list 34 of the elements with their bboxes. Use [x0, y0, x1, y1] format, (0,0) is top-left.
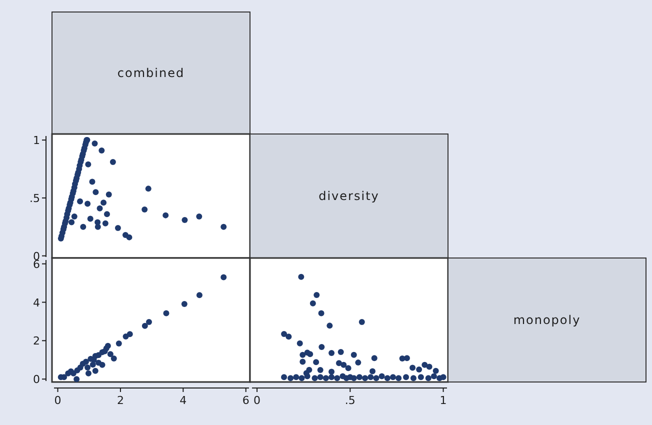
y-tick-label: 4	[33, 296, 40, 310]
point	[116, 340, 122, 347]
point	[110, 356, 117, 362]
x-tick-label: 1	[440, 394, 447, 407]
point	[103, 345, 110, 352]
text: diversity	[318, 189, 380, 203]
y-tick-label: .5	[30, 192, 40, 205]
point	[163, 310, 170, 316]
point	[196, 292, 202, 298]
point	[92, 368, 98, 374]
point	[96, 352, 102, 358]
y-tick-label: 2	[33, 334, 40, 348]
point	[107, 351, 114, 358]
point	[90, 362, 96, 368]
x-tick-label: 2	[116, 394, 124, 407]
point	[220, 274, 227, 280]
text: monopoly	[513, 313, 581, 327]
x-tick-label: 6	[242, 394, 250, 407]
y-tick-label: 0	[33, 373, 40, 386]
point	[74, 376, 80, 382]
point	[142, 322, 148, 329]
point	[96, 360, 102, 366]
point	[146, 319, 152, 326]
point	[82, 358, 89, 365]
x-tick-label: 0	[54, 394, 62, 407]
x-tick-label: .5	[344, 394, 356, 407]
point	[84, 364, 91, 371]
text: combined	[117, 66, 185, 80]
x-tick-label: 0	[254, 394, 261, 407]
point	[85, 370, 92, 376]
y-tick-label: 1	[33, 134, 40, 148]
point	[181, 300, 188, 307]
x-tick-label: 4	[180, 394, 187, 407]
point	[122, 333, 129, 340]
